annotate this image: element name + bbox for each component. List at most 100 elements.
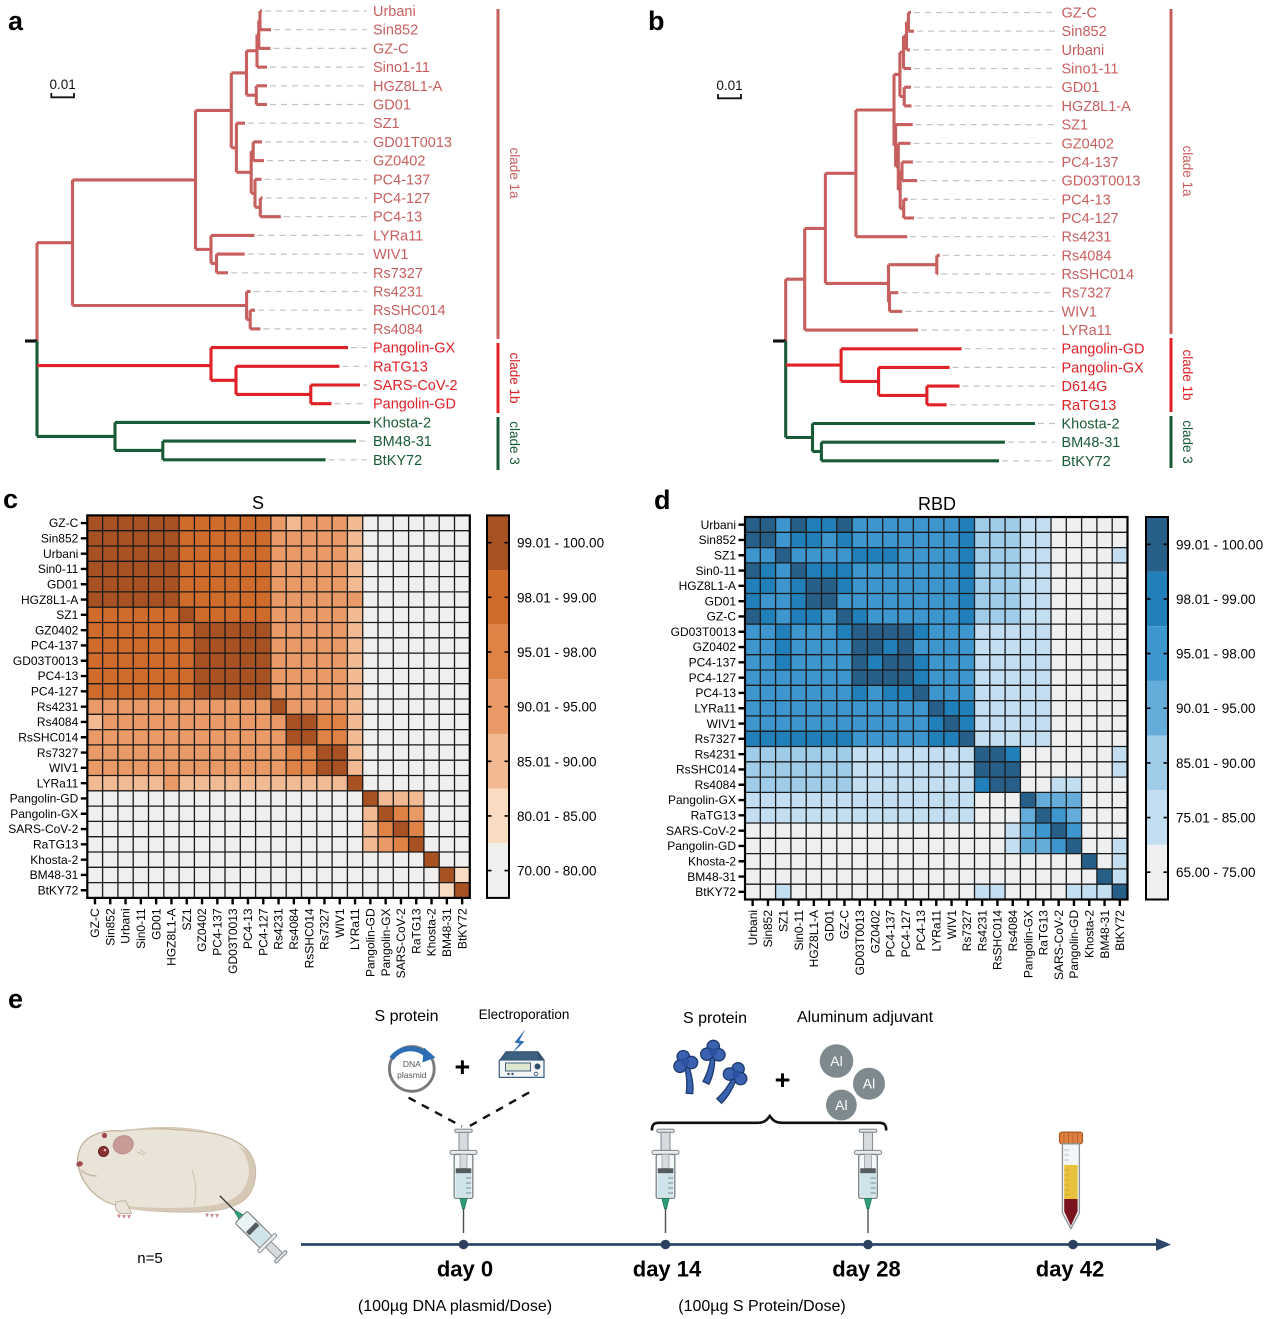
svg-text:Urbani: Urbani [373,4,416,20]
svg-text:PC4-13: PC4-13 [38,669,79,683]
svg-text:GD01: GD01 [822,910,836,942]
svg-text:PC4-137: PC4-137 [689,656,737,670]
svg-text:PC4-137: PC4-137 [1062,155,1119,171]
svg-text:Sin0-11: Sin0-11 [696,564,737,578]
svg-text:PC4-127: PC4-127 [31,685,79,699]
svg-text:WIV1: WIV1 [373,247,408,263]
svg-text:PC4-127: PC4-127 [373,191,430,207]
svg-text:GZ0402: GZ0402 [373,154,425,170]
svg-text:Urbani: Urbani [746,910,760,945]
svg-text:GD01: GD01 [373,98,411,114]
svg-text:Sino1-11: Sino1-11 [373,60,430,76]
svg-text:95.01 - 98.00: 95.01 - 98.00 [1176,647,1256,662]
svg-text:Al: Al [835,1097,847,1113]
svg-text:0.01: 0.01 [49,77,75,92]
svg-text:Rs4231: Rs4231 [975,910,989,952]
svg-text:BtKY72: BtKY72 [38,884,79,898]
svg-text:Sin852: Sin852 [761,910,775,948]
svg-text:95.01 - 98.00: 95.01 - 98.00 [517,645,597,660]
svg-text:GZ0402: GZ0402 [195,908,209,952]
svg-text:GZ-C: GZ-C [1062,6,1097,22]
svg-text:Pangolin-GD: Pangolin-GD [1062,342,1145,358]
svg-text:BM48-31: BM48-31 [687,870,736,884]
svg-text:clade 3: clade 3 [507,421,522,465]
svg-text:85.01 - 90.00: 85.01 - 90.00 [1176,756,1256,771]
svg-text:S protein: S protein [683,1010,747,1027]
svg-text:65.00 - 75.00: 65.00 - 75.00 [1176,865,1256,880]
svg-text:Sin852: Sin852 [103,908,117,946]
svg-text:Sino1-11: Sino1-11 [1062,62,1119,78]
svg-text:BtKY72: BtKY72 [1062,454,1111,470]
svg-text:Sin0-11: Sin0-11 [792,910,806,951]
svg-text:Rs4084: Rs4084 [287,908,301,950]
svg-text:SZ1: SZ1 [180,908,194,930]
svg-text:BM48-31: BM48-31 [373,434,432,450]
svg-text:RsSHC014: RsSHC014 [1062,267,1135,283]
svg-text:SARS-CoV-2: SARS-CoV-2 [373,378,458,394]
svg-text:SZ1: SZ1 [56,608,78,622]
svg-text:PC4-13: PC4-13 [241,908,255,949]
svg-text:99.01 - 100.00: 99.01 - 100.00 [1176,537,1263,552]
svg-text:Sin852: Sin852 [373,23,418,39]
svg-text:Sin0-11: Sin0-11 [38,562,79,576]
svg-text:Khosta-2: Khosta-2 [373,415,431,431]
svg-text:LYRa11: LYRa11 [694,702,736,716]
svg-text:Rs4084: Rs4084 [1006,910,1020,952]
svg-text:SARS-CoV-2: SARS-CoV-2 [666,824,736,838]
svg-text:Urbani: Urbani [701,518,736,532]
svg-text:BtKY72: BtKY72 [455,908,469,949]
svg-text:BtKY72: BtKY72 [373,453,422,469]
svg-text:HGZ8L1-A: HGZ8L1-A [807,910,821,967]
svg-text:75.01 - 85.00: 75.01 - 85.00 [1176,811,1256,826]
svg-text:PC4-13: PC4-13 [695,686,736,700]
svg-text:GD03T0013: GD03T0013 [1062,174,1141,190]
svg-text:Rs7327: Rs7327 [695,732,737,746]
svg-text:Rs7327: Rs7327 [318,908,332,950]
svg-text:Rs7327: Rs7327 [960,910,974,952]
svg-text:GD01T0013: GD01T0013 [373,135,452,151]
svg-text:clade 1a: clade 1a [507,147,522,199]
svg-text:RaTG13: RaTG13 [1037,910,1051,956]
svg-text:PC4-137: PC4-137 [373,172,430,188]
svg-text:PC4-127: PC4-127 [899,910,913,958]
svg-text:BM48-31: BM48-31 [1098,910,1112,959]
svg-text:clade 1b: clade 1b [507,352,522,403]
svg-text:RaTG13: RaTG13 [1062,398,1117,414]
svg-text:SZ1: SZ1 [776,910,790,932]
svg-text:LYRa11: LYRa11 [37,776,79,790]
svg-text:BtKY72: BtKY72 [1113,910,1127,951]
svg-text:Pangolin-GD: Pangolin-GD [1067,910,1081,979]
svg-text:Khosta-2: Khosta-2 [1082,910,1096,958]
svg-text:RsSHC014: RsSHC014 [18,731,78,745]
svg-text:Pangolin-GD: Pangolin-GD [373,397,456,413]
svg-text:c: c [3,484,18,514]
svg-text:PC4-137: PC4-137 [31,639,79,653]
svg-text:GD01: GD01 [149,908,163,940]
svg-text:Pangolin-GX: Pangolin-GX [1062,360,1145,376]
svg-text:GZ0402: GZ0402 [693,640,737,654]
svg-text:Pangolin-GX: Pangolin-GX [1021,910,1035,978]
svg-text:LYRa11: LYRa11 [373,228,423,244]
svg-text:GZ-C: GZ-C [838,910,852,940]
svg-text:Rs7327: Rs7327 [373,266,423,282]
svg-text:DNA: DNA [403,1059,421,1069]
svg-text:S protein: S protein [374,1008,438,1025]
svg-text:PC4-127: PC4-127 [1062,211,1119,227]
svg-text:PC4-137: PC4-137 [211,908,225,956]
svg-text:Khosta-2: Khosta-2 [425,908,439,956]
svg-text:Rs4231: Rs4231 [37,700,79,714]
svg-text:PC4-13: PC4-13 [373,210,422,226]
svg-text:SARS-CoV-2: SARS-CoV-2 [394,908,408,978]
svg-text:WIV1: WIV1 [945,910,959,940]
svg-text:WIV1: WIV1 [49,761,79,775]
svg-text:Pangolin-GX: Pangolin-GX [10,807,78,821]
svg-text:day 28: day 28 [832,1257,901,1282]
svg-text:Rs4231: Rs4231 [373,285,423,301]
svg-text:Rs4084: Rs4084 [373,322,423,338]
svg-text:WIV1: WIV1 [333,908,347,938]
svg-text:98.01 - 99.00: 98.01 - 99.00 [517,590,597,605]
svg-text:D614G: D614G [1062,379,1108,395]
svg-text:day 42: day 42 [1036,1257,1105,1282]
svg-text:99.01 - 100.00: 99.01 - 100.00 [517,536,604,551]
svg-text:Pangolin-GD: Pangolin-GD [364,908,378,977]
